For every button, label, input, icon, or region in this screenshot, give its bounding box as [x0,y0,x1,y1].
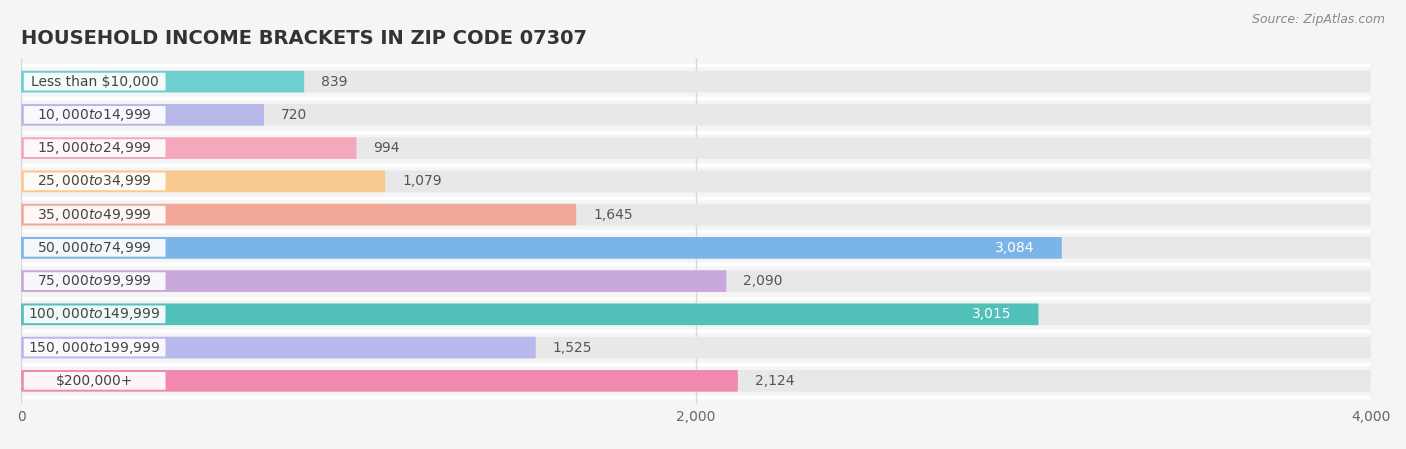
Text: $25,000 to $34,999: $25,000 to $34,999 [38,173,152,189]
FancyBboxPatch shape [21,204,1371,225]
FancyBboxPatch shape [24,339,166,357]
Text: 1,525: 1,525 [553,341,592,355]
Text: $100,000 to $149,999: $100,000 to $149,999 [28,306,160,322]
FancyBboxPatch shape [24,272,166,290]
Text: $200,000+: $200,000+ [56,374,134,388]
Text: 1,645: 1,645 [593,207,633,222]
Text: 994: 994 [374,141,399,155]
Text: HOUSEHOLD INCOME BRACKETS IN ZIP CODE 07307: HOUSEHOLD INCOME BRACKETS IN ZIP CODE 07… [21,30,588,48]
Text: 3,084: 3,084 [995,241,1035,255]
Text: 1,079: 1,079 [402,174,441,189]
FancyBboxPatch shape [21,370,1371,392]
FancyBboxPatch shape [21,304,1039,325]
Text: 839: 839 [321,75,347,88]
FancyBboxPatch shape [21,204,576,225]
Text: $10,000 to $14,999: $10,000 to $14,999 [38,107,152,123]
FancyBboxPatch shape [24,372,166,390]
FancyBboxPatch shape [21,171,1371,192]
FancyBboxPatch shape [24,305,166,323]
FancyBboxPatch shape [21,71,1371,92]
FancyBboxPatch shape [21,304,1371,325]
FancyBboxPatch shape [21,171,385,192]
FancyBboxPatch shape [21,270,1371,292]
Text: Source: ZipAtlas.com: Source: ZipAtlas.com [1251,13,1385,26]
FancyBboxPatch shape [24,206,166,224]
Text: 2,090: 2,090 [744,274,783,288]
FancyBboxPatch shape [21,137,1371,159]
Text: $15,000 to $24,999: $15,000 to $24,999 [38,140,152,156]
FancyBboxPatch shape [21,270,727,292]
FancyBboxPatch shape [21,104,1371,126]
Text: Less than $10,000: Less than $10,000 [31,75,159,88]
FancyBboxPatch shape [21,370,738,392]
FancyBboxPatch shape [21,337,1371,358]
FancyBboxPatch shape [21,337,536,358]
FancyBboxPatch shape [24,172,166,190]
Text: $75,000 to $99,999: $75,000 to $99,999 [38,273,152,289]
Text: 720: 720 [281,108,307,122]
FancyBboxPatch shape [21,71,304,92]
Text: $150,000 to $199,999: $150,000 to $199,999 [28,339,160,356]
Text: 3,015: 3,015 [972,308,1011,321]
FancyBboxPatch shape [24,239,166,257]
Text: $35,000 to $49,999: $35,000 to $49,999 [38,207,152,223]
FancyBboxPatch shape [21,237,1371,259]
Text: 2,124: 2,124 [755,374,794,388]
FancyBboxPatch shape [21,137,357,159]
FancyBboxPatch shape [24,139,166,157]
FancyBboxPatch shape [24,73,166,91]
Text: $50,000 to $74,999: $50,000 to $74,999 [38,240,152,256]
FancyBboxPatch shape [21,104,264,126]
FancyBboxPatch shape [24,106,166,124]
FancyBboxPatch shape [21,237,1062,259]
